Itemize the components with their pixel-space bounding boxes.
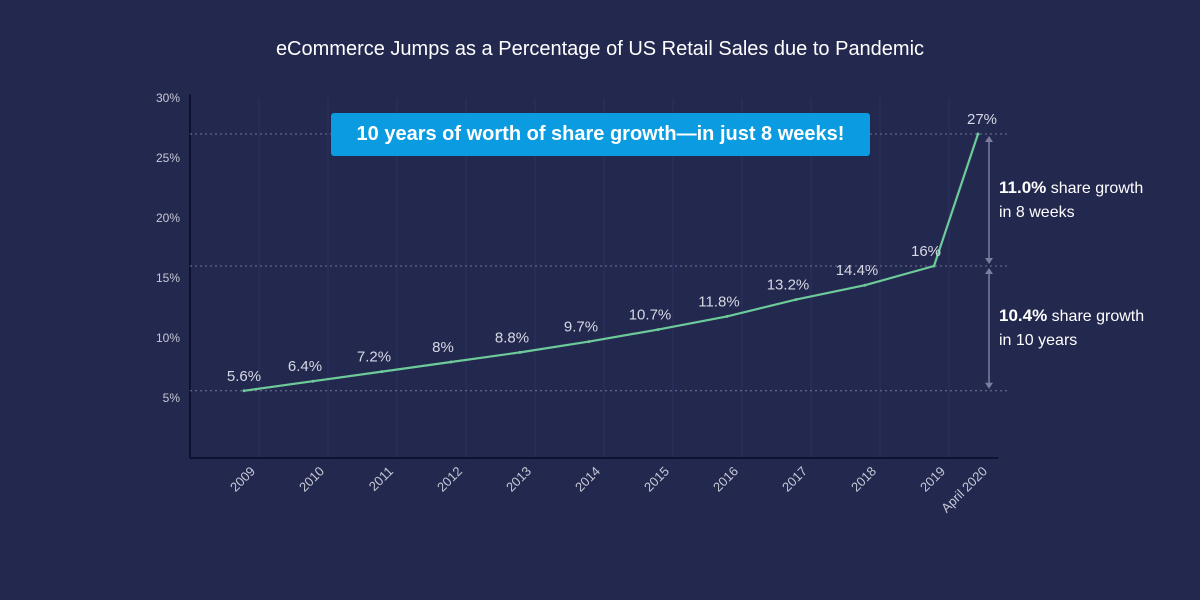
y-tick-label: 10%: [156, 331, 180, 345]
x-tick-label: 2017: [779, 464, 810, 495]
data-label: 5.6%: [227, 368, 261, 385]
growth-lower-value: 10.4%: [999, 306, 1048, 325]
y-tick-label: 5%: [163, 391, 181, 405]
growth-upper-text: share growth: [1050, 180, 1144, 197]
data-point: [725, 314, 729, 318]
data-point: [587, 340, 591, 344]
data-label: 27%: [967, 111, 997, 128]
growth-note-upper: 11.0% share growth in 8 weeks: [999, 176, 1143, 225]
data-point: [863, 283, 867, 287]
x-tick-label: 2012: [434, 464, 465, 495]
data-point: [656, 328, 660, 332]
data-label: 8%: [432, 339, 454, 356]
lower-growth-arrow-head-top: [985, 268, 993, 274]
data-label: 7.2%: [357, 349, 391, 366]
data-point: [976, 132, 980, 136]
lower-growth-arrow-head-bottom: [985, 382, 993, 389]
x-tick-label: 2010: [296, 464, 327, 495]
growth-note-lower: 10.4% share growth in 10 years: [999, 304, 1144, 353]
x-tick-label: 2019: [917, 464, 948, 495]
data-point: [242, 389, 246, 393]
data-label: 14.4%: [836, 262, 879, 279]
upper-growth-arrow-head-bottom: [985, 258, 993, 264]
data-point: [932, 264, 936, 268]
growth-lower-text: share growth: [1051, 308, 1145, 325]
x-tick-label: 2013: [503, 464, 534, 495]
data-label: 13.2%: [767, 277, 810, 294]
growth-lower-line2: in 10 years: [999, 332, 1078, 349]
data-label: 16%: [911, 243, 941, 260]
y-tick-label: 15%: [156, 271, 180, 285]
data-point: [518, 350, 522, 354]
x-tick-label: 2016: [710, 464, 741, 495]
x-tick-label: 2015: [641, 464, 672, 495]
chart-title: eCommerce Jumps as a Percentage of US Re…: [275, 38, 925, 60]
data-point: [449, 360, 453, 364]
x-tick-label: 2014: [572, 464, 603, 495]
data-label: 8.8%: [495, 329, 529, 346]
growth-upper-line2: in 8 weeks: [999, 204, 1075, 221]
y-tick-label: 30%: [156, 91, 180, 105]
y-tick-label: 20%: [156, 211, 180, 225]
data-point: [311, 379, 315, 383]
data-point: [380, 370, 384, 374]
x-tick-label: 2009: [227, 464, 258, 495]
data-label: 6.4%: [288, 358, 322, 375]
data-label: 10.7%: [629, 307, 672, 324]
data-label: 9.7%: [564, 319, 598, 336]
x-tick-label: 2011: [366, 464, 396, 494]
data-label: 11.8%: [698, 293, 739, 310]
x-tick-label: 2018: [848, 464, 879, 495]
callout-banner: 10 years of worth of share growth—in jus…: [331, 113, 870, 156]
x-tick-label: April 2020: [938, 464, 990, 516]
growth-upper-value: 11.0%: [999, 178, 1047, 197]
data-point: [794, 298, 798, 302]
series-line: [243, 133, 980, 392]
y-tick-label: 25%: [156, 151, 180, 165]
upper-growth-arrow-head-top: [985, 136, 993, 142]
